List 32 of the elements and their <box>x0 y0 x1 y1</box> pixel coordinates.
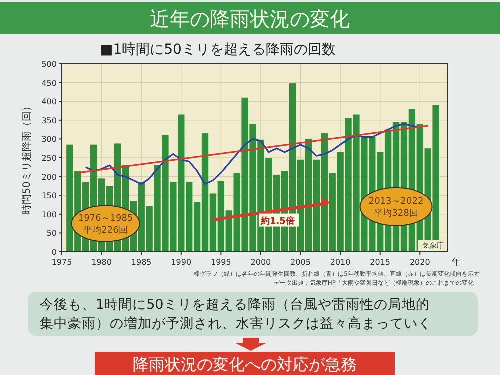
annotation: 2013～2022 平均328回 <box>368 196 424 219</box>
x-tick-label: 2005 <box>290 258 311 267</box>
x-tick-label: 1985 <box>131 258 152 267</box>
annotation: 1976～1985 平均226回 <box>78 214 134 236</box>
y-tick-label: 0 <box>52 248 57 257</box>
y-tick-label: 350 <box>42 116 57 126</box>
y-tick-label: 300 <box>42 135 57 144</box>
y-tick-label: 400 <box>42 98 57 107</box>
y-tick-label: 500 <box>42 60 57 69</box>
text: 降雨状況の変化への対応が急務 <box>133 355 357 374</box>
y-tick-label: 200 <box>42 172 57 182</box>
x-tick-label: 1995 <box>210 258 232 267</box>
x-tick-label: 2020 <box>410 258 430 267</box>
line-series <box>85 123 421 186</box>
annotation: 約1.5倍 <box>260 216 295 227</box>
text: 集中豪雨）の増加が予測され、水害リスクは益々高まっていく <box>40 315 432 332</box>
x-tick-label: 2010 <box>330 258 351 267</box>
y-tick-label: 50 <box>46 229 57 238</box>
x-axis-title: 年 <box>452 257 461 268</box>
x-tick-label: 2015 <box>370 258 391 267</box>
x-tick-label: 1975 <box>52 258 72 267</box>
y-tick-label: 250 <box>42 154 57 163</box>
y-tick-label: 150 <box>42 192 57 201</box>
chart-subtitle: ■1時間に50ミリを超える降雨の回数 <box>100 42 336 58</box>
x-tick-label: 2000 <box>250 258 272 267</box>
x-tick-label: 1990 <box>171 258 192 267</box>
y-tick-label: 100 <box>42 210 57 220</box>
y-tick-label: 450 <box>42 78 57 88</box>
y-axis-title: 時間50ミリ超降雨（回） <box>21 102 33 214</box>
chart-title: 近年の降雨状況の変化 <box>150 7 350 31</box>
text: 今後も、1時間に50ミリを超える降雨（台風や雷雨性の局地的 <box>40 297 430 313</box>
x-tick-label: 1980 <box>92 258 112 267</box>
